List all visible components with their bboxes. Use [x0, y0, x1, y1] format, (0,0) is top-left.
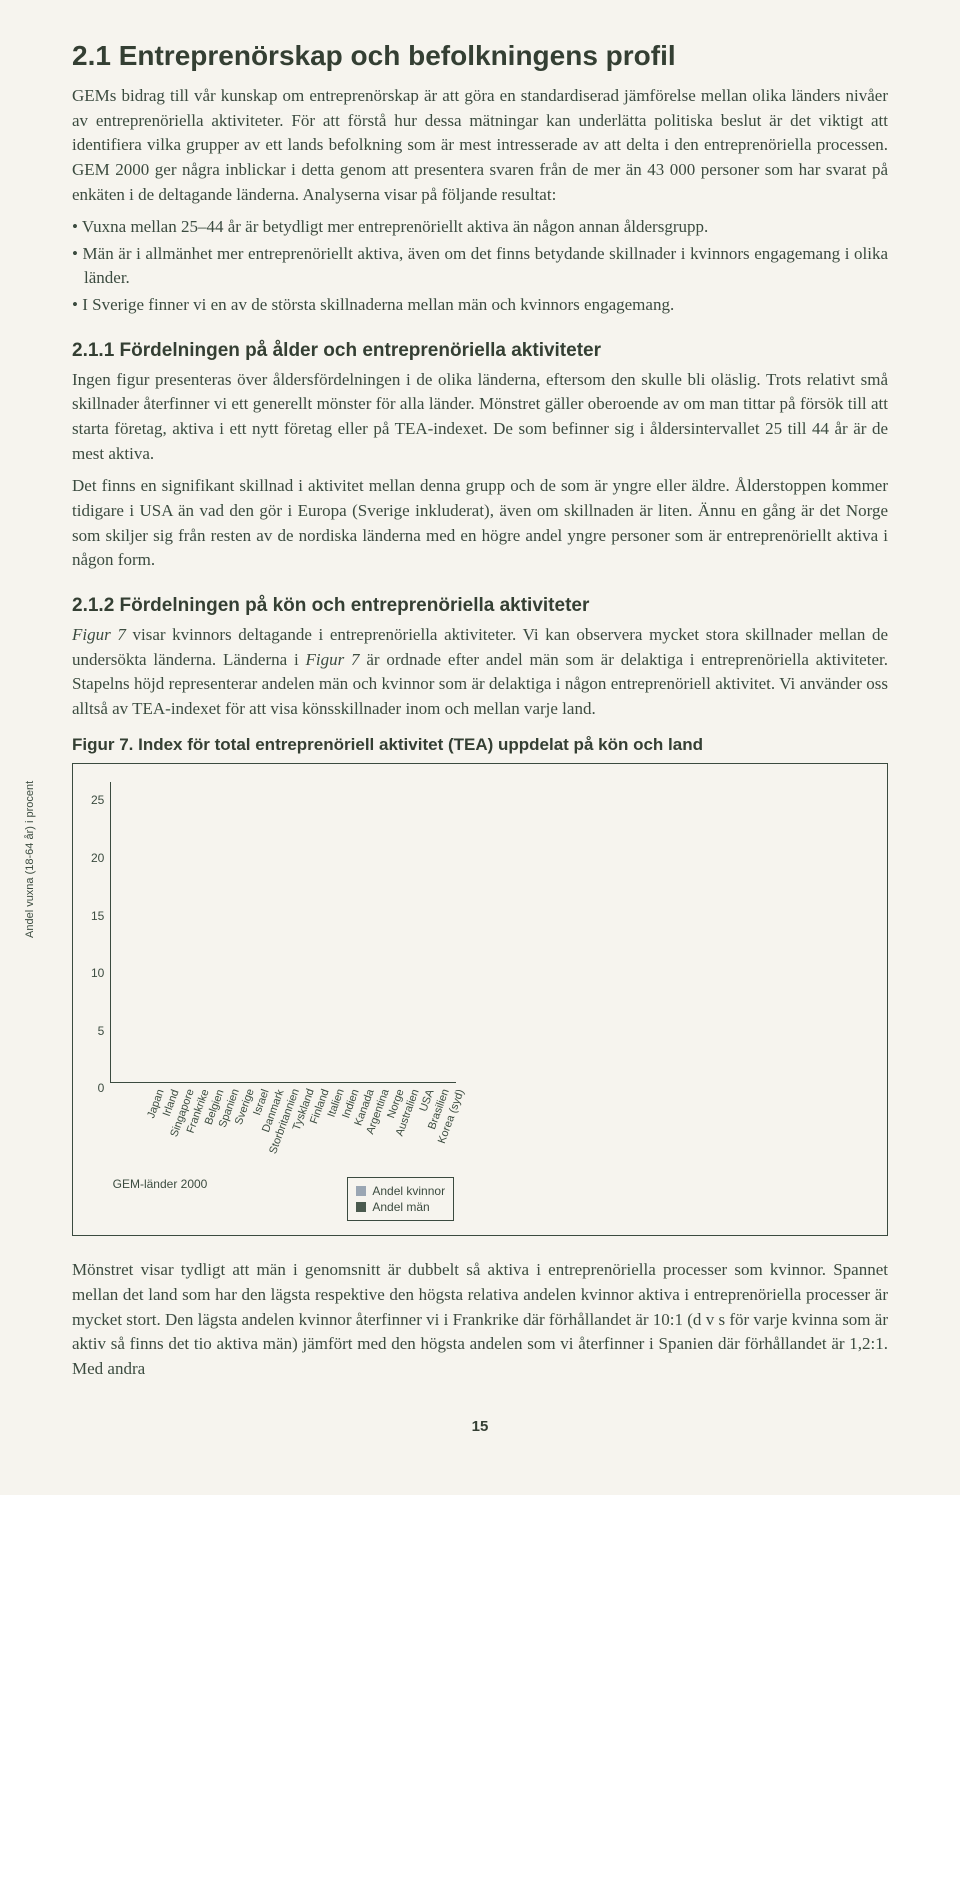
- intro-paragraph: GEMs bidrag till vår kunskap om entrepre…: [72, 84, 888, 207]
- x-axis-label: GEM-länder 2000: [113, 1177, 208, 1221]
- y-tick: 5: [91, 1025, 104, 1037]
- closing-paragraph: Mönstret visar tydligt att män i genomsn…: [72, 1258, 888, 1381]
- legend-swatch-male: [356, 1202, 366, 1212]
- section-heading: 2.1 Entreprenörskap och befolkningens pr…: [72, 40, 888, 72]
- y-tick: 20: [91, 852, 104, 864]
- figure-ref: Figur 7: [306, 650, 360, 669]
- bullet-list: Vuxna mellan 25–44 år är betydligt mer e…: [72, 215, 888, 318]
- bullet-item: I Sverige finner vi en av de största ski…: [72, 293, 888, 318]
- y-tick: 10: [91, 967, 104, 979]
- legend: Andel kvinnor Andel män: [347, 1177, 454, 1221]
- y-tick: 15: [91, 910, 104, 922]
- subsection-heading: 2.1.1 Fördelningen på ålder och entrepre…: [72, 340, 888, 362]
- bar-groups: [111, 782, 456, 1082]
- plot-area: [110, 782, 456, 1083]
- body-paragraph: Ingen figur presenteras över åldersförde…: [72, 368, 888, 467]
- page-number: 15: [72, 1418, 888, 1435]
- subsection-heading: 2.1.2 Fördelningen på kön och entreprenö…: [72, 595, 888, 617]
- y-tick: 25: [91, 794, 104, 806]
- legend-label-male: Andel män: [372, 1200, 429, 1214]
- legend-label-female: Andel kvinnor: [372, 1184, 445, 1198]
- body-paragraph: Figur 7 visar kvinnors deltagande i entr…: [72, 623, 888, 722]
- figure-ref: Figur 7: [72, 625, 126, 644]
- bullet-item: Vuxna mellan 25–44 år är betydligt mer e…: [72, 215, 888, 240]
- body-paragraph: Det finns en signifikant skillnad i akti…: [72, 474, 888, 573]
- bullet-item: Män är i allmänhet mer entreprenöriellt …: [72, 242, 888, 291]
- y-tick: 0: [91, 1082, 104, 1094]
- legend-swatch-female: [356, 1186, 366, 1196]
- y-ticks: 25 20 15 10 5 0: [91, 794, 104, 1094]
- x-labels: JapanIrlandSingaporeFrankrikeBelgienSpan…: [136, 1087, 456, 1175]
- figure-title: Figur 7. Index för total entreprenöriell…: [72, 735, 888, 755]
- chart-container: Andel vuxna (18-64 år) i procent 25 20 1…: [72, 763, 888, 1236]
- y-axis: Andel vuxna (18-64 år) i procent 25 20 1…: [91, 782, 110, 1221]
